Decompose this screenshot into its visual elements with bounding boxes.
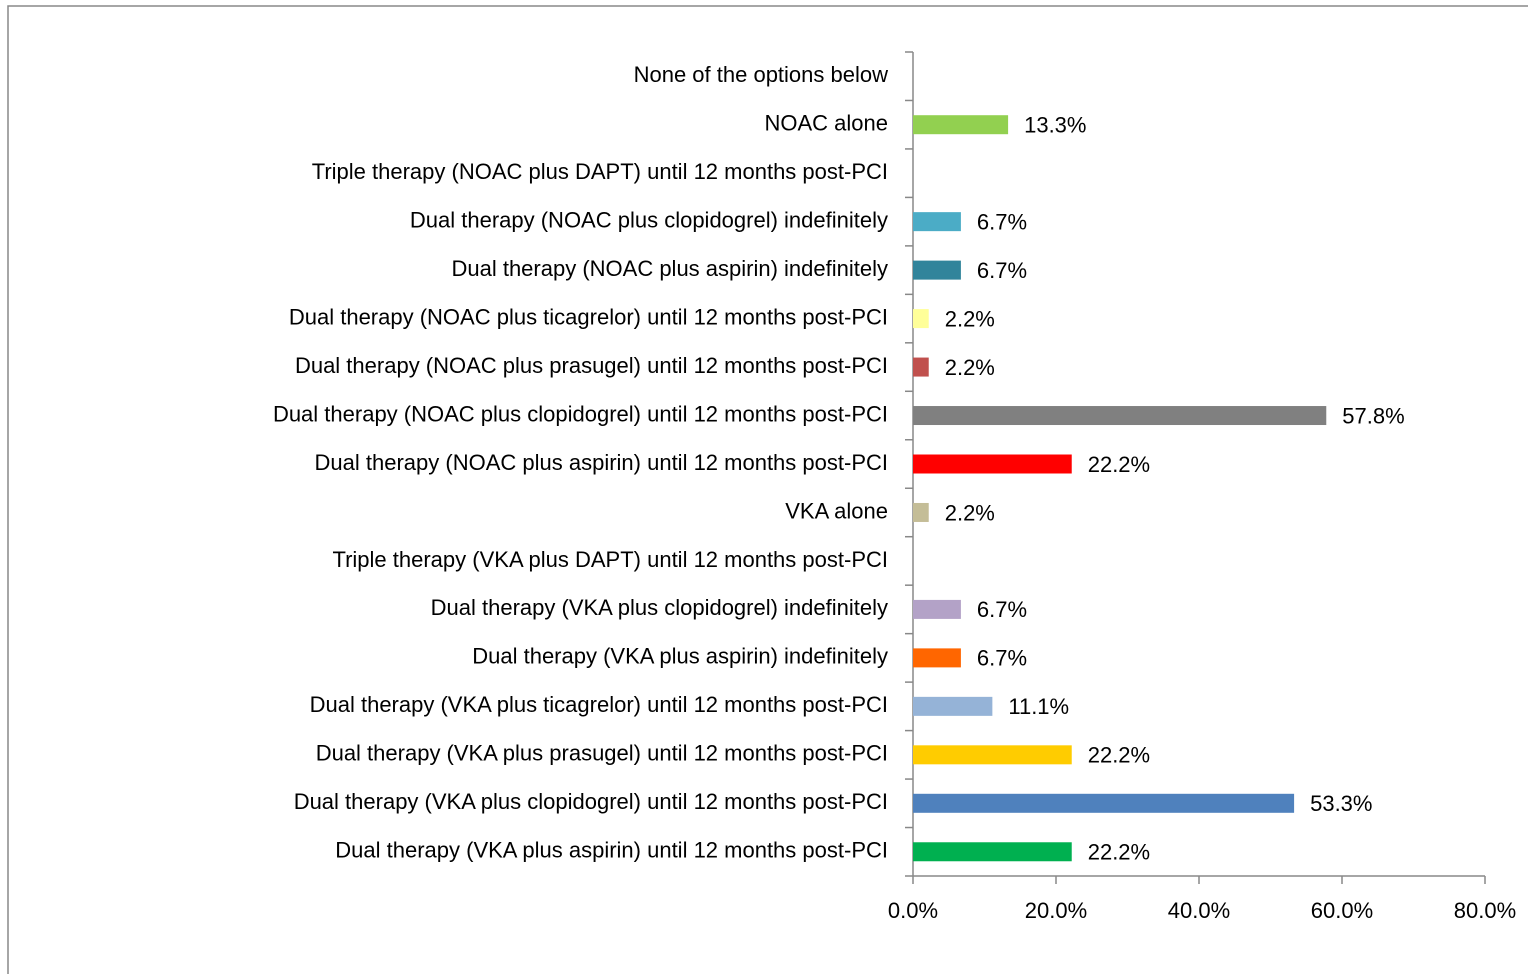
bar — [913, 745, 1072, 765]
data-label: 22.2% — [1088, 840, 1150, 865]
y-tick-label: NOAC alone — [764, 111, 888, 136]
bar — [913, 260, 961, 280]
data-label: 11.1% — [1008, 694, 1069, 719]
bar — [913, 454, 1072, 474]
x-tick-label: 40.0% — [1168, 898, 1230, 923]
y-tick-label: Dual therapy (NOAC plus aspirin) indefin… — [451, 256, 888, 281]
bar — [913, 502, 929, 522]
chart-border — [7, 5, 1528, 974]
y-tick-label: Dual therapy (NOAC plus clopidogrel) unt… — [273, 401, 888, 426]
data-label: 13.3% — [1024, 113, 1086, 138]
y-tick-label: Dual therapy (VKA plus clopidogrel) inde… — [431, 595, 888, 620]
y-tick-label: None of the options below — [634, 62, 889, 87]
bar — [913, 309, 929, 329]
y-tick-label: VKA alone — [785, 498, 888, 523]
data-label: 57.8% — [1342, 403, 1404, 428]
y-tick-label: Triple therapy (NOAC plus DAPT) until 12… — [312, 159, 888, 184]
x-tick-label: 20.0% — [1025, 898, 1087, 923]
y-tick-label: Dual therapy (NOAC plus ticagrelor) unti… — [289, 304, 888, 329]
y-tick-label: Triple therapy (VKA plus DAPT) until 12 … — [332, 547, 888, 572]
y-tick-label: Dual therapy (NOAC plus aspirin) until 1… — [315, 450, 888, 475]
x-tick-label: 60.0% — [1311, 898, 1373, 923]
y-tick-label: Dual therapy (VKA plus aspirin) indefini… — [472, 644, 888, 669]
y-tick-label: Dual therapy (VKA plus aspirin) until 12… — [335, 838, 888, 863]
data-label: 2.2% — [945, 306, 995, 331]
data-label: 2.2% — [945, 355, 995, 380]
x-tick-label: 80.0% — [1454, 898, 1516, 923]
bar — [913, 696, 993, 716]
bar — [913, 648, 961, 668]
data-label: 6.7% — [977, 209, 1027, 234]
y-tick-label: Dual therapy (VKA plus ticagrelor) until… — [310, 692, 888, 717]
x-tick-label: 0.0% — [888, 898, 938, 923]
bar — [913, 406, 1327, 426]
data-label: 6.7% — [977, 597, 1027, 622]
bar — [913, 212, 961, 232]
data-label: 2.2% — [945, 500, 995, 525]
y-tick-label: Dual therapy (NOAC plus prasugel) until … — [295, 353, 888, 378]
y-tick-label: Dual therapy (NOAC plus clopidogrel) ind… — [410, 207, 888, 232]
data-label: 6.7% — [977, 646, 1027, 671]
y-tick-label: Dual therapy (VKA plus clopidogrel) unti… — [294, 789, 888, 814]
y-tick-label: Dual therapy (VKA plus prasugel) until 1… — [316, 741, 888, 766]
data-label: 6.7% — [977, 258, 1027, 283]
bar — [913, 357, 929, 377]
data-label: 22.2% — [1088, 743, 1150, 768]
data-label: 22.2% — [1088, 452, 1150, 477]
bar — [913, 115, 1009, 135]
bar — [913, 793, 1295, 813]
bar — [913, 842, 1072, 862]
data-label: 53.3% — [1310, 791, 1372, 816]
bar — [913, 599, 961, 619]
